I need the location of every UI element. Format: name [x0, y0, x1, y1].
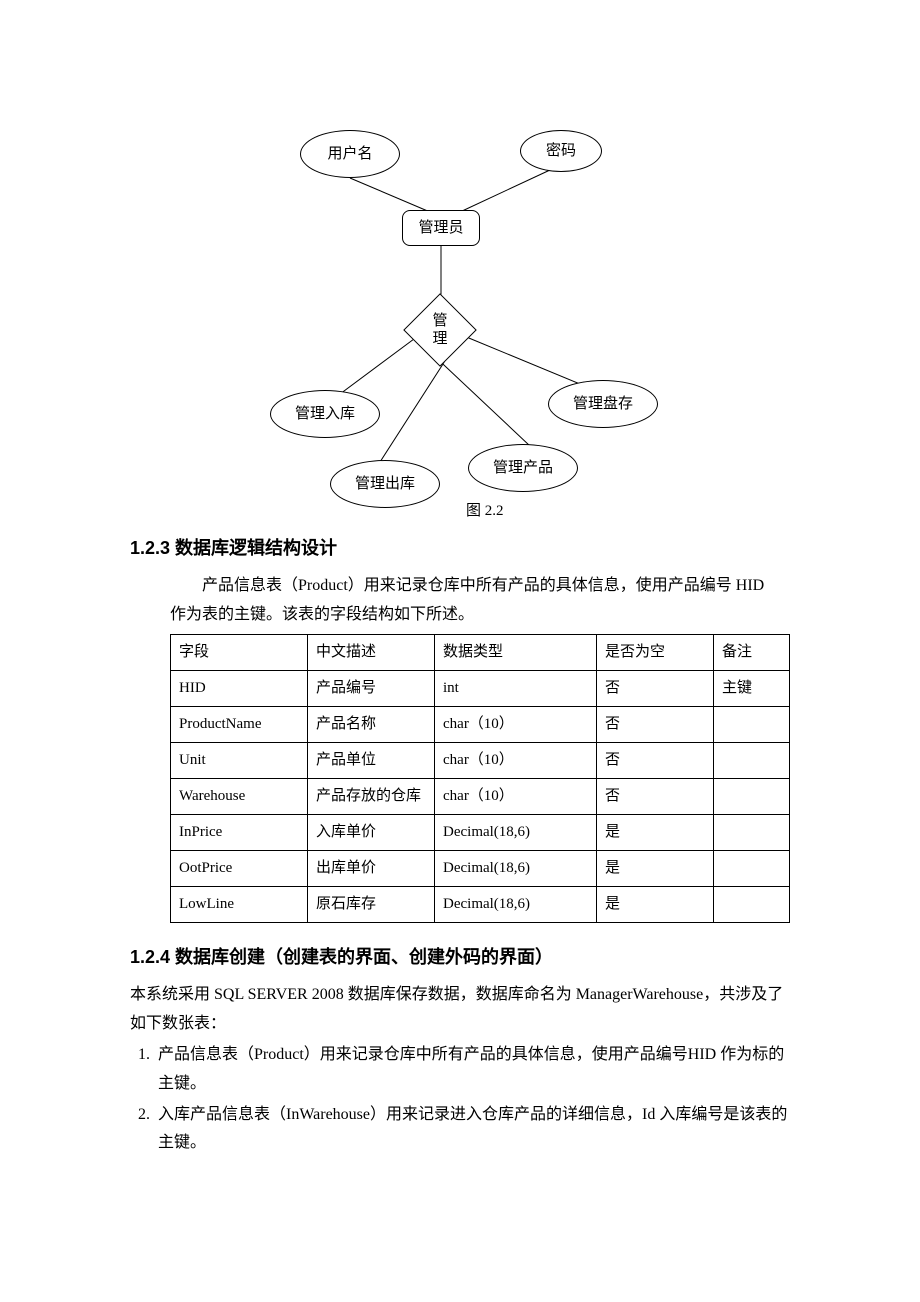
list-item: 入库产品信息表（InWarehouse）用来记录进入仓库产品的详细信息，Id 入…	[154, 1101, 790, 1159]
table-row: ProductName产品名称char（10）否	[171, 706, 790, 742]
table-cell	[714, 778, 790, 814]
node-manage-label: 管 理	[430, 312, 450, 348]
table-cell: Warehouse	[171, 778, 308, 814]
table-cell: 主键	[714, 670, 790, 706]
table-list: 产品信息表（Product）用来记录仓库中所有产品的具体信息，使用产品编号HID…	[130, 1041, 790, 1158]
er-diagram: 用户名 密码 管理员 管 理 管理入库 管理盘存 管理出库 管理产品 图 2.2	[130, 100, 790, 520]
table-cell: int	[435, 670, 597, 706]
table-header-cell: 字段	[171, 634, 308, 670]
product-schema-table: 字段中文描述数据类型是否为空备注HID产品编号int否主键ProductName…	[170, 634, 790, 923]
table-cell: Decimal(18,6)	[435, 886, 597, 922]
node-username: 用户名	[300, 130, 400, 178]
table-row: 字段中文描述数据类型是否为空备注	[171, 634, 790, 670]
table-cell: Unit	[171, 742, 308, 778]
table-row: LowLine原石库存Decimal(18,6)是	[171, 886, 790, 922]
table-cell: char（10）	[435, 742, 597, 778]
heading-1-2-3: 1.2.3 数据库逻辑结构设计	[130, 532, 790, 564]
diagram-edges	[130, 100, 790, 520]
table-cell	[714, 742, 790, 778]
table-cell: 否	[597, 742, 714, 778]
table-cell: ProductName	[171, 706, 308, 742]
table-cell: 是	[597, 886, 714, 922]
table-row: Unit产品单位char（10）否	[171, 742, 790, 778]
table-cell: 否	[597, 706, 714, 742]
table-cell	[714, 706, 790, 742]
list-item: 产品信息表（Product）用来记录仓库中所有产品的具体信息，使用产品编号HID…	[154, 1041, 790, 1099]
table-cell: 原石库存	[308, 886, 435, 922]
node-product: 管理产品	[468, 444, 578, 492]
table-cell: 否	[597, 778, 714, 814]
table-cell: LowLine	[171, 886, 308, 922]
heading-1-2-4: 1.2.4 数据库创建（创建表的界面、创建外码的界面）	[130, 941, 790, 973]
node-in: 管理入库	[270, 390, 380, 438]
table-row: OotPrice出库单价Decimal(18,6)是	[171, 850, 790, 886]
table-cell: 产品名称	[308, 706, 435, 742]
table-cell: Decimal(18,6)	[435, 850, 597, 886]
table-row: HID产品编号int否主键	[171, 670, 790, 706]
table-cell: 出库单价	[308, 850, 435, 886]
table-cell	[714, 850, 790, 886]
table-header-cell: 中文描述	[308, 634, 435, 670]
table-cell: OotPrice	[171, 850, 308, 886]
table-header-cell: 备注	[714, 634, 790, 670]
section2-body: 本系统采用 SQL SERVER 2008 数据库保存数据，数据库命名为 Man…	[130, 981, 790, 1039]
node-password: 密码	[520, 130, 602, 172]
table-body: 字段中文描述数据类型是否为空备注HID产品编号int否主键ProductName…	[171, 634, 790, 922]
table-cell: Decimal(18,6)	[435, 814, 597, 850]
section1-intro: 产品信息表（Product）用来记录仓库中所有产品的具体信息，使用产品编号 HI…	[130, 572, 790, 630]
table-cell: 产品存放的仓库	[308, 778, 435, 814]
table-cell: 否	[597, 670, 714, 706]
table-cell: char（10）	[435, 778, 597, 814]
node-stock: 管理盘存	[548, 380, 658, 428]
table-header-cell: 是否为空	[597, 634, 714, 670]
table-cell: 入库单价	[308, 814, 435, 850]
table-row: Warehouse产品存放的仓库char（10）否	[171, 778, 790, 814]
table-cell: HID	[171, 670, 308, 706]
table-header-cell: 数据类型	[435, 634, 597, 670]
table-cell: 是	[597, 850, 714, 886]
table-cell: 产品单位	[308, 742, 435, 778]
figure-caption: 图 2.2	[466, 498, 504, 525]
table-cell	[714, 814, 790, 850]
table-cell: InPrice	[171, 814, 308, 850]
document-page: 用户名 密码 管理员 管 理 管理入库 管理盘存 管理出库 管理产品 图 2.2…	[0, 0, 920, 1302]
table-cell: char（10）	[435, 706, 597, 742]
table-cell: 是	[597, 814, 714, 850]
table-cell	[714, 886, 790, 922]
node-admin: 管理员	[402, 210, 480, 246]
table-row: InPrice入库单价Decimal(18,6)是	[171, 814, 790, 850]
table-cell: 产品编号	[308, 670, 435, 706]
node-out: 管理出库	[330, 460, 440, 508]
